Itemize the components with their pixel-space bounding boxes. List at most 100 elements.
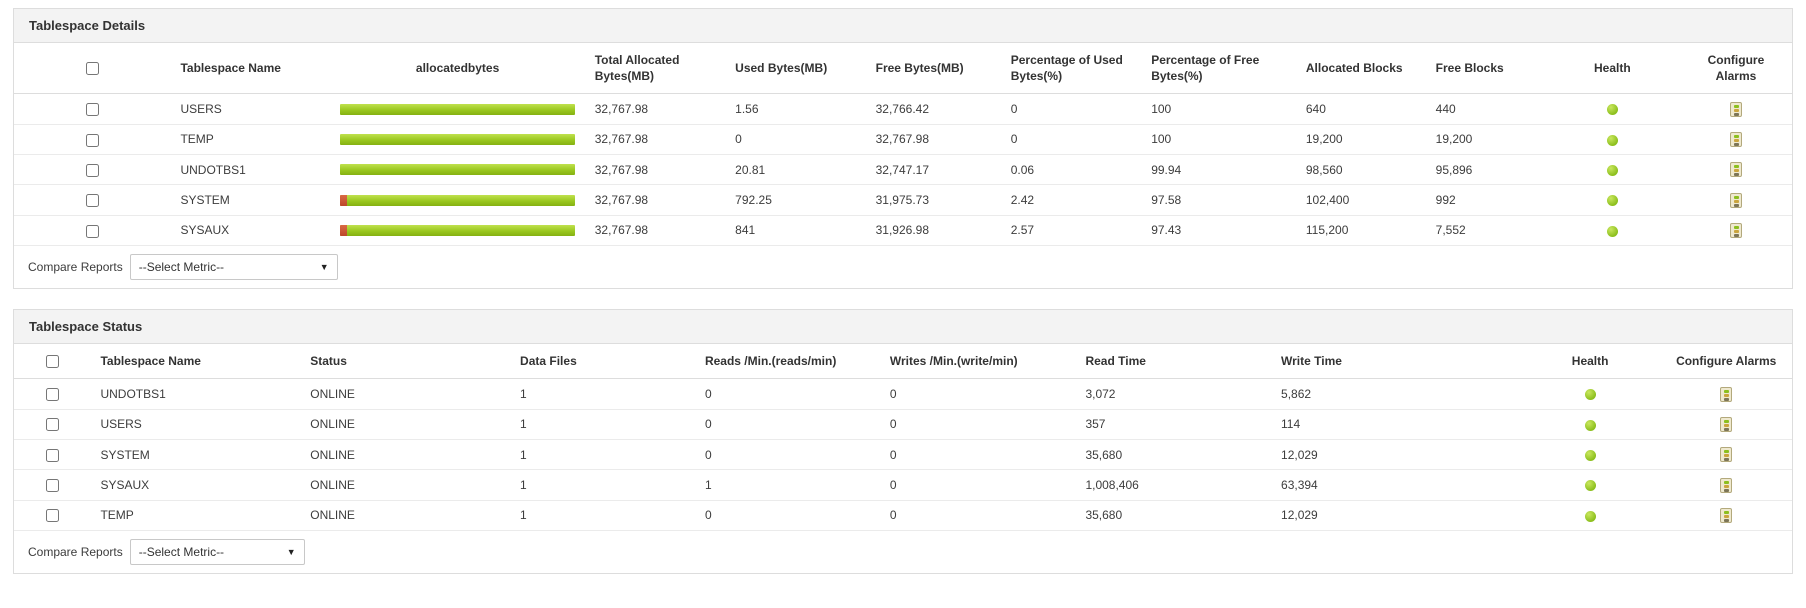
cell-free_blocks: 19,200 — [1425, 124, 1545, 156]
cell-pct_used: 2.42 — [1000, 184, 1142, 216]
cell-free_blocks: 95,896 — [1425, 154, 1545, 186]
column-header-data_files: Data Files — [510, 344, 695, 380]
select-all-checkbox[interactable] — [85, 62, 99, 76]
configure-alarms-icon[interactable] — [1729, 162, 1742, 178]
cell-status: ONLINE — [300, 378, 511, 410]
compare-metric-select[interactable]: --Select Metric-- — [129, 254, 338, 281]
cell-status: ONLINE — [300, 439, 511, 471]
row-select-checkbox[interactable] — [45, 448, 59, 462]
cell-pct_free: 97.58 — [1141, 184, 1296, 216]
compare-reports-label: Compare Reports — [28, 260, 123, 275]
allocated-bytes-bar-cell — [330, 93, 585, 125]
configure-alarms-icon[interactable] — [1729, 132, 1742, 148]
cell-data_files: 1 — [510, 378, 695, 410]
cell-free_blocks: 440 — [1425, 93, 1545, 125]
cell-write_time: 114 — [1271, 409, 1520, 440]
cell-free: 31,975.73 — [865, 184, 1001, 216]
column-header-free_blocks: Free Blocks — [1425, 43, 1545, 95]
table-row: USERS 32,767.98 1.56 32,766.42 0 100 640 440 — [14, 93, 1792, 125]
cell-pct_free: 100 — [1141, 124, 1296, 156]
cell-name: TEMP — [90, 500, 301, 531]
configure-alarms-icon[interactable] — [1720, 416, 1733, 432]
row-select-checkbox[interactable] — [85, 224, 99, 238]
cell-alloc_blocks: 640 — [1295, 93, 1426, 125]
metric-select-wrap: --Select Metric-- ▼ — [129, 254, 338, 281]
used-bytes-segment — [340, 194, 348, 206]
health-status-icon — [1584, 480, 1596, 492]
table-row: SYSAUX ONLINE 1 1 0 1,008,406 63,394 — [14, 469, 1792, 501]
column-header-free: Free Bytes(MB) — [865, 43, 1001, 95]
metric-select-wrap: --Select Metric-- ▼ — [129, 538, 305, 565]
cell-data_files: 1 — [510, 469, 695, 501]
cell-free_blocks: 992 — [1425, 184, 1545, 216]
cell-writes: 0 — [879, 500, 1076, 531]
row-select-checkbox[interactable] — [85, 194, 99, 208]
column-header-configure: Configure Alarms — [1679, 43, 1792, 95]
cell-writes: 0 — [879, 469, 1076, 501]
table-row: SYSTEM ONLINE 1 0 0 35,680 12,029 — [14, 439, 1792, 471]
header-row: Tablespace Name allocatedbytes Total Alloc… — [14, 43, 1792, 95]
table-row: UNDOTBS1 ONLINE 1 0 0 3,072 5,862 — [14, 378, 1792, 410]
row-select-checkbox[interactable] — [85, 163, 99, 177]
row-select-checkbox[interactable] — [45, 509, 59, 523]
column-header-writes: Writes /Min.(write/min) — [879, 344, 1076, 380]
health-status-icon — [1584, 510, 1596, 522]
cell-write_time: 5,862 — [1271, 378, 1520, 410]
compare-metric-select[interactable]: --Select Metric-- — [129, 538, 305, 565]
cell-total: 32,767.98 — [584, 93, 726, 125]
cell-free: 32,767.98 — [865, 124, 1001, 156]
cell-writes: 0 — [879, 378, 1076, 410]
cell-read_time: 1,008,406 — [1075, 469, 1272, 501]
column-header-reads: Reads /Min.(reads/min) — [694, 344, 880, 380]
cell-name: USERS — [170, 93, 331, 125]
cell-name: USERS — [90, 409, 301, 440]
column-header-pct_free: Percentage of Free Bytes(%) — [1141, 43, 1296, 95]
configure-alarms-icon[interactable] — [1720, 507, 1733, 523]
column-header-status: Status — [300, 344, 511, 380]
column-header-health: Health — [1544, 43, 1680, 95]
compare-reports-label: Compare Reports — [28, 544, 123, 559]
cell-name: SYSTEM — [90, 439, 301, 471]
column-header-select — [14, 43, 171, 95]
configure-alarms-icon[interactable] — [1729, 192, 1742, 208]
cell-name: SYSTEM — [170, 184, 331, 216]
cell-name: SYSAUX — [90, 469, 301, 501]
health-status-icon — [1606, 195, 1618, 207]
allocated-bytes-bar — [340, 103, 575, 115]
select-all-checkbox[interactable] — [45, 355, 59, 369]
column-header-bar: allocatedbytes — [330, 43, 585, 95]
cell-total: 32,767.98 — [584, 124, 726, 156]
cell-data_files: 1 — [510, 439, 695, 471]
configure-alarms-icon[interactable] — [1720, 447, 1733, 463]
cell-read_time: 35,680 — [1075, 439, 1272, 471]
allocated-bytes-bar — [340, 194, 575, 206]
allocated-bytes-bar-cell — [330, 215, 585, 247]
cell-pct_free: 97.43 — [1141, 215, 1296, 247]
cell-pct_used: 0 — [1000, 93, 1142, 125]
cell-name: UNDOTBS1 — [170, 154, 331, 186]
panel-title: Tablespace Status — [14, 310, 1792, 345]
tablespace-details-panel: Tablespace Details Tablespace Name alloca… — [13, 8, 1793, 290]
cell-status: ONLINE — [300, 409, 511, 440]
cell-pct_used: 2.57 — [1000, 215, 1142, 247]
row-select-checkbox[interactable] — [85, 103, 99, 117]
configure-alarms-icon[interactable] — [1720, 386, 1733, 402]
row-select-checkbox[interactable] — [45, 418, 59, 432]
configure-alarms-icon[interactable] — [1720, 477, 1733, 493]
row-select-checkbox[interactable] — [45, 479, 59, 493]
row-select-checkbox[interactable] — [45, 388, 59, 402]
column-header-configure: Configure Alarms — [1660, 344, 1792, 380]
cell-read_time: 35,680 — [1075, 500, 1272, 531]
configure-alarms-icon[interactable] — [1729, 101, 1742, 117]
cell-alloc_blocks: 115,200 — [1295, 215, 1426, 247]
row-select-checkbox[interactable] — [85, 133, 99, 147]
cell-writes: 0 — [879, 439, 1076, 471]
cell-used: 0 — [725, 124, 866, 156]
column-header-used: Used Bytes(MB) — [725, 43, 866, 95]
cell-read_time: 357 — [1075, 409, 1272, 440]
configure-alarms-icon[interactable] — [1729, 223, 1742, 239]
health-status-icon — [1606, 225, 1618, 237]
cell-used: 841 — [725, 215, 866, 247]
cell-used: 1.56 — [725, 93, 866, 125]
tablespace-status-panel: Tablespace Status Tablespace Name Status D… — [13, 309, 1793, 574]
